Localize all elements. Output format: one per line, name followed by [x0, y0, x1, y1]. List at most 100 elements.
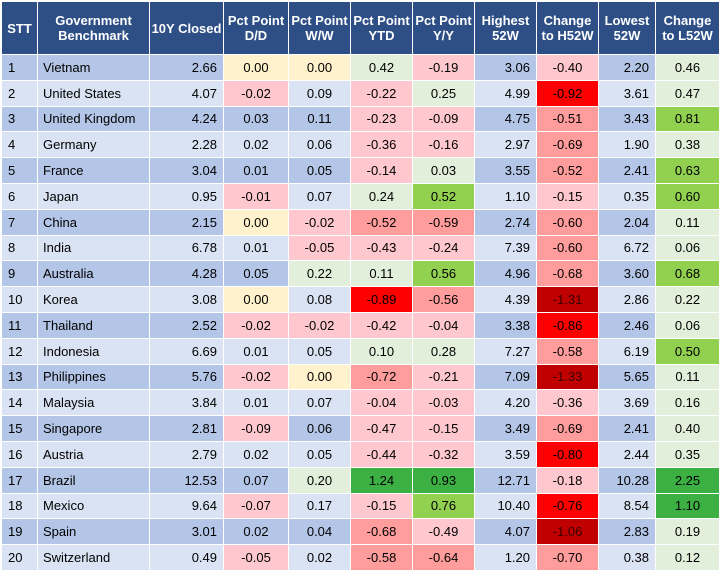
yy-cell: -0.04 [412, 311, 475, 339]
dd-cell: -0.02 [223, 79, 289, 107]
closed-cell: 4.28 [149, 260, 224, 288]
h52-cell: 1.20 [474, 544, 537, 571]
ch52-cell: -1.33 [536, 363, 599, 391]
ch52-cell: -0.15 [536, 182, 599, 210]
cl52-cell: 0.19 [655, 518, 720, 546]
header-highest-52w: Highest 52W [474, 1, 537, 55]
yy-cell: 0.28 [412, 337, 475, 365]
dd-cell: 0.03 [223, 105, 289, 133]
ytd-cell: -0.43 [350, 234, 413, 262]
h52-cell: 3.06 [474, 54, 537, 81]
ch52-cell: -0.76 [536, 492, 599, 520]
h52-cell: 2.97 [474, 131, 537, 159]
l52-cell: 2.04 [598, 208, 656, 236]
ww-cell: -0.02 [288, 311, 351, 339]
dd-cell: 0.01 [223, 337, 289, 365]
closed-cell: 2.28 [149, 131, 224, 159]
stt-cell: 4 [1, 131, 38, 159]
ww-cell: -0.02 [288, 208, 351, 236]
table-row: 19 Spain 3.01 0.02 0.04 -0.68 -0.49 4.07 -1.06 2.… [1, 518, 720, 546]
l52-cell: 6.72 [598, 234, 656, 262]
ch52-cell: -0.51 [536, 105, 599, 133]
ytd-cell: -0.72 [350, 363, 413, 391]
ch52-cell: -0.60 [536, 234, 599, 262]
dd-cell: -0.07 [223, 492, 289, 520]
cl52-cell: 1.10 [655, 492, 720, 520]
stt-cell: 7 [1, 208, 38, 236]
closed-cell: 3.01 [149, 518, 224, 546]
yy-cell: -0.19 [412, 54, 475, 81]
table-row: 20 Switzerland 0.49 -0.05 0.02 -0.58 -0.64 1.20… [1, 544, 720, 571]
country-cell: Australia [37, 260, 150, 288]
cl52-cell: 0.81 [655, 105, 720, 133]
closed-cell: 6.78 [149, 234, 224, 262]
stt-cell: 9 [1, 260, 38, 288]
dd-cell: 0.02 [223, 131, 289, 159]
h52-cell: 4.20 [474, 389, 537, 417]
cl52-cell: 0.06 [655, 234, 720, 262]
ytd-cell: -0.52 [350, 208, 413, 236]
dd-cell: -0.02 [223, 363, 289, 391]
h52-cell: 4.07 [474, 518, 537, 546]
country-cell: United Kingdom [37, 105, 150, 133]
cl52-cell: 0.11 [655, 363, 720, 391]
ytd-cell: -0.42 [350, 311, 413, 339]
ww-cell: 0.02 [288, 544, 351, 571]
stt-cell: 15 [1, 415, 38, 442]
header-benchmark: Government Benchmark [37, 1, 150, 55]
table-row: 1 Vietnam 2.66 0.00 0.00 0.42 -0.19 3.06 -0.40 2.… [1, 54, 720, 81]
dd-cell: 0.02 [223, 440, 289, 468]
h52-cell: 2.74 [474, 208, 537, 236]
yy-cell: -0.03 [412, 389, 475, 417]
ww-cell: 0.00 [288, 363, 351, 391]
closed-cell: 0.49 [149, 544, 224, 571]
yy-cell: -0.32 [412, 440, 475, 468]
country-cell: Japan [37, 182, 150, 210]
ww-cell: 0.05 [288, 440, 351, 468]
closed-cell: 5.76 [149, 363, 224, 391]
h52-cell: 1.10 [474, 182, 537, 210]
yy-cell: 0.56 [412, 260, 475, 288]
dd-cell: 0.07 [223, 466, 289, 494]
h52-cell: 3.55 [474, 157, 537, 184]
yy-cell: -0.49 [412, 518, 475, 546]
ytd-cell: -0.04 [350, 389, 413, 417]
yy-cell: 0.03 [412, 157, 475, 184]
closed-cell: 2.66 [149, 54, 224, 81]
l52-cell: 3.61 [598, 79, 656, 107]
dd-cell: 0.01 [223, 389, 289, 417]
dd-cell: -0.09 [223, 415, 289, 442]
ch52-cell: -0.18 [536, 466, 599, 494]
cl52-cell: 0.63 [655, 157, 720, 184]
h52-cell: 12.71 [474, 466, 537, 494]
table-row: 2 United States 4.07 -0.02 0.09 -0.22 0.25 4.99… [1, 79, 720, 107]
h52-cell: 4.99 [474, 79, 537, 107]
l52-cell: 6.19 [598, 337, 656, 365]
stt-cell: 2 [1, 79, 38, 107]
ytd-cell: 0.42 [350, 54, 413, 81]
cl52-cell: 0.38 [655, 131, 720, 159]
ytd-cell: -0.23 [350, 105, 413, 133]
table-row: 12 Indonesia 6.69 0.01 0.05 0.10 0.28 7.27 -0.58… [1, 337, 720, 365]
h52-cell: 4.39 [474, 286, 537, 313]
header-change-l52w: Change to L52W [655, 1, 720, 55]
ch52-cell: -0.68 [536, 260, 599, 288]
ch52-cell: -0.40 [536, 54, 599, 81]
ytd-cell: -0.44 [350, 440, 413, 468]
country-cell: France [37, 157, 150, 184]
table-row: 11 Thailand 2.52 -0.02 -0.02 -0.42 -0.04 3.38 -0… [1, 311, 720, 339]
country-cell: Philippines [37, 363, 150, 391]
header-pct-yy: Pct Point Y/Y [412, 1, 475, 55]
yy-cell: -0.56 [412, 286, 475, 313]
l52-cell: 8.54 [598, 492, 656, 520]
ytd-cell: -0.58 [350, 544, 413, 571]
stt-cell: 13 [1, 363, 38, 391]
country-cell: Mexico [37, 492, 150, 520]
l52-cell: 3.43 [598, 105, 656, 133]
table-row: 15 Singapore 2.81 -0.09 0.06 -0.47 -0.15 3.49 -0… [1, 415, 720, 442]
country-cell: Switzerland [37, 544, 150, 571]
l52-cell: 0.35 [598, 182, 656, 210]
table-row: 16 Austria 2.79 0.02 0.05 -0.44 -0.32 3.59 -0.80… [1, 440, 720, 468]
ytd-cell: -0.36 [350, 131, 413, 159]
table-row: 9 Australia 4.28 0.05 0.22 0.11 0.56 4.96 -0.68 3… [1, 260, 720, 288]
